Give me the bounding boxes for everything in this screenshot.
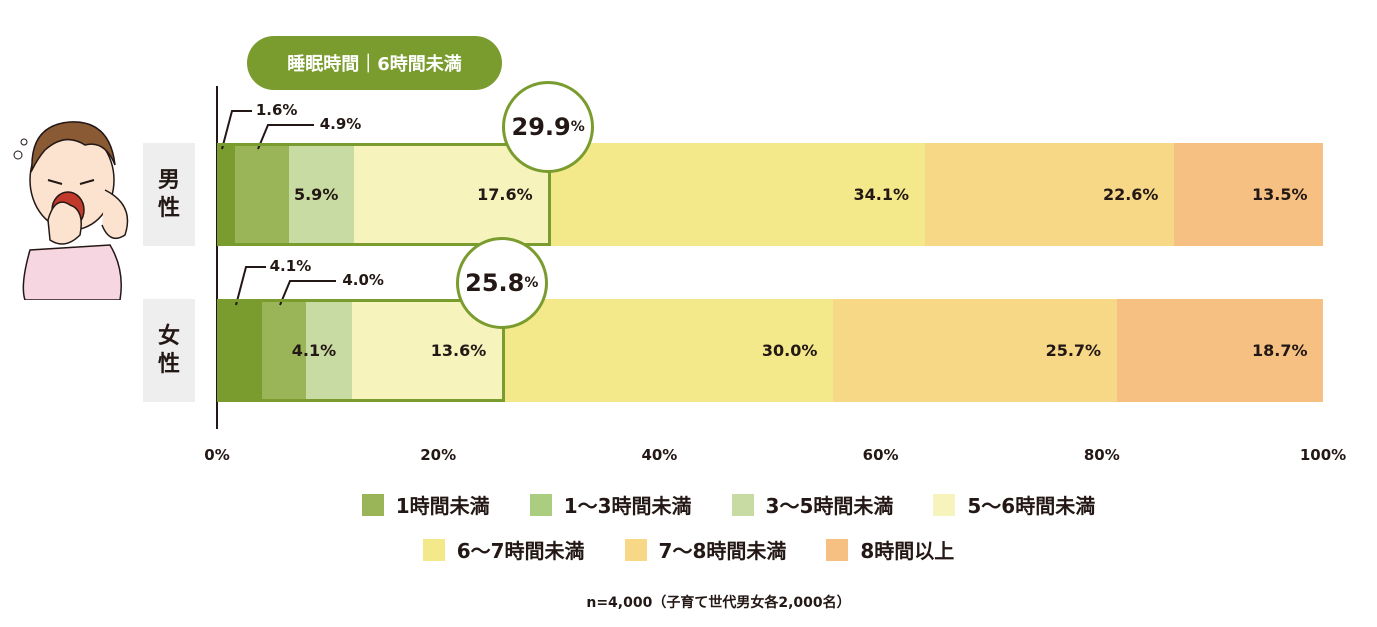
segment-label-outside: 1.6%	[255, 101, 298, 119]
y-axis-line	[216, 86, 218, 429]
row-label-female: 女 性	[143, 299, 195, 402]
x-tick-label: 100%	[1299, 446, 1347, 464]
bar-segment: 30.0%	[501, 299, 834, 402]
bar-segment	[234, 143, 290, 246]
leader-line	[256, 124, 314, 150]
bar-segment	[262, 299, 307, 402]
x-tick-label: 0%	[204, 446, 230, 464]
callout-value: 25.8	[465, 269, 525, 297]
highlight-title-pill: 睡眠時間｜6時間未満	[247, 36, 502, 90]
callout-value: 29.9	[511, 113, 571, 141]
leader-line	[279, 280, 337, 306]
legend-label: 3〜5時間未満	[765, 494, 894, 518]
x-tick-label: 60%	[862, 446, 899, 464]
legend-label: 6〜7時間未満	[456, 539, 585, 563]
leader-line	[234, 266, 266, 306]
legend-item: 3〜5時間未満	[731, 490, 894, 519]
segment-label-outside: 4.1%	[269, 257, 312, 275]
x-tick-label: 80%	[1083, 446, 1120, 464]
legend-row-1: 1時間未満 1〜3時間未満 3〜5時間未満 5〜6時間未満	[40, 490, 1377, 519]
legend-swatch	[933, 493, 956, 516]
legend-item: 1〜3時間未満	[529, 490, 692, 519]
legend-label: 8時間以上	[860, 539, 955, 563]
x-tick-label: 40%	[641, 446, 678, 464]
highlight-box	[217, 299, 505, 402]
legend-item: 1時間未満	[361, 490, 490, 519]
bar-segment: 34.1%	[548, 143, 926, 246]
legend-label: 7〜8時間未満	[658, 539, 787, 563]
legend-item: 6〜7時間未満	[422, 535, 585, 564]
legend-swatch	[624, 538, 647, 561]
bar-segment: 18.7%	[1116, 299, 1324, 402]
legend-item: 7〜8時間未満	[624, 535, 787, 564]
bar-segment	[217, 143, 236, 246]
legend-label: 1〜3時間未満	[563, 494, 692, 518]
legend-item: 5〜6時間未満	[933, 490, 1095, 519]
legend-label: 1時間未満	[395, 494, 490, 518]
legend-swatch	[361, 493, 384, 516]
legend-item: 8時間以上	[826, 535, 954, 564]
legend-swatch	[529, 493, 552, 516]
sample-note: n=4,000（子育て世代男女各2,000名）	[586, 595, 851, 611]
legend-swatch	[826, 538, 849, 561]
bar-segment: 22.6%	[924, 143, 1175, 246]
segment-label-outside: 4.9%	[319, 115, 362, 133]
legend-swatch	[422, 538, 445, 561]
legend-row-2: 6〜7時間未満 7〜8時間未満 8時間以上	[0, 535, 1377, 564]
segment-label-outside: 4.0%	[342, 271, 384, 289]
callout-unit: %	[524, 275, 539, 291]
highlight-box	[217, 143, 552, 246]
bar-segment: 25.7%	[832, 299, 1118, 402]
leader-line	[220, 110, 252, 150]
bar-segment	[217, 299, 263, 402]
row-label-male: 男 性	[143, 143, 195, 246]
bar-segment: 13.5%	[1173, 143, 1324, 246]
bar-segment: 5.9%	[288, 143, 355, 246]
legend-swatch	[731, 493, 754, 516]
highlight-total-callout: 25.8%	[455, 237, 548, 329]
yawning-man-illustration	[13, 121, 129, 300]
x-tick-label: 20%	[420, 446, 457, 464]
legend-label: 5〜6時間未満	[967, 494, 1096, 518]
callout-unit: %	[570, 119, 585, 135]
highlight-total-callout: 29.9%	[502, 81, 595, 173]
